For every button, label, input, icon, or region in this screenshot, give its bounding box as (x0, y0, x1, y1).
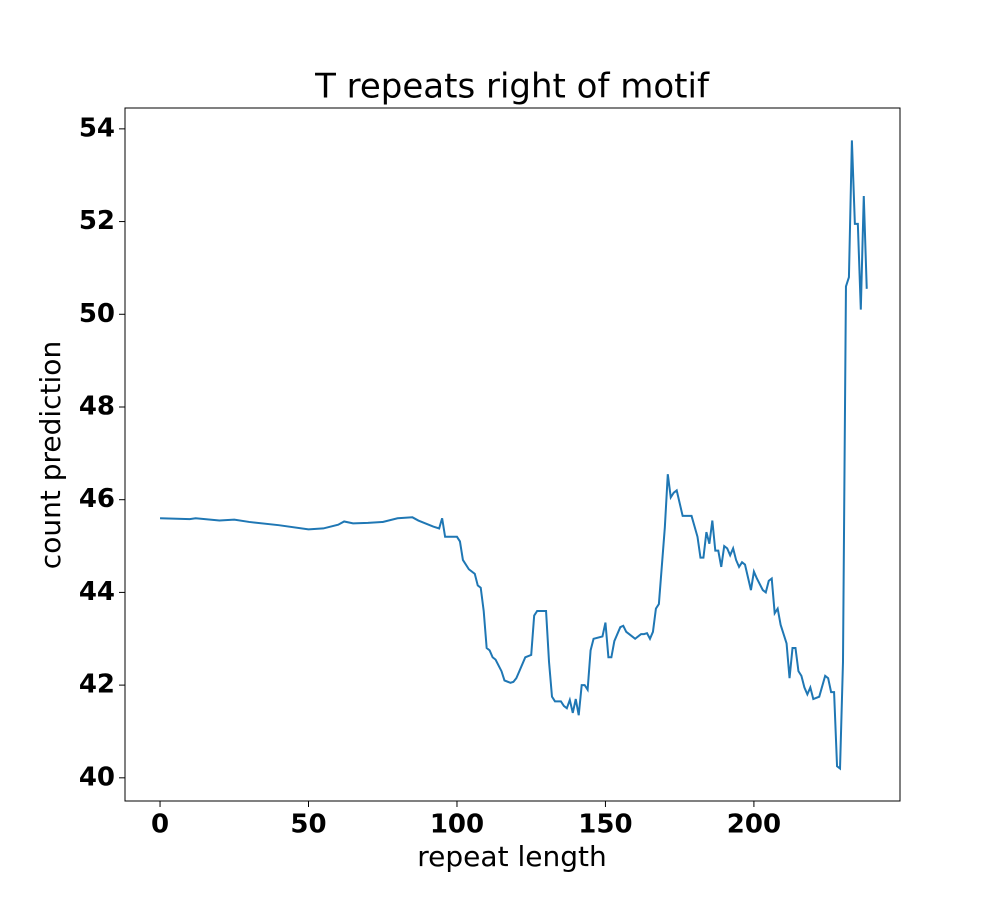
y-tick-label: 50 (79, 299, 115, 329)
y-tick-label: 52 (79, 206, 115, 236)
y-axis-label: count prediction (34, 341, 67, 569)
x-tick-label: 0 (151, 810, 169, 840)
y-tick-label: 54 (79, 113, 115, 143)
y-tick-label: 42 (79, 670, 115, 700)
x-tick-label: 200 (727, 810, 781, 840)
y-tick-label: 46 (79, 484, 115, 514)
data-line (160, 140, 868, 771)
plot-frame (124, 107, 901, 802)
y-tick-label: 48 (79, 391, 115, 421)
x-tick-label: 150 (578, 810, 632, 840)
x-tick-label: 100 (430, 810, 484, 840)
x-axis-label: repeat length (417, 840, 606, 873)
x-tick-label: 50 (290, 810, 326, 840)
y-tick-label: 44 (79, 577, 115, 607)
y-tick-label: 40 (79, 762, 115, 792)
chart-title: T repeats right of motif (314, 67, 710, 107)
